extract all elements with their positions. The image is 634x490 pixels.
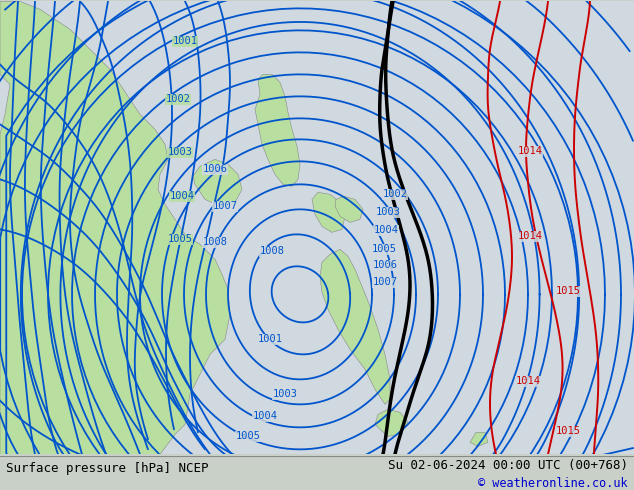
Text: 1005: 1005 <box>372 245 396 254</box>
Text: 1005: 1005 <box>235 431 261 441</box>
Polygon shape <box>320 249 390 404</box>
Text: © weatheronline.co.uk: © weatheronline.co.uk <box>478 477 628 490</box>
Polygon shape <box>255 74 300 186</box>
Text: 1014: 1014 <box>515 376 541 386</box>
Text: 1004: 1004 <box>252 411 278 421</box>
Polygon shape <box>193 159 242 206</box>
Text: 1003: 1003 <box>273 390 297 399</box>
Text: Surface pressure [hPa] NCEP: Surface pressure [hPa] NCEP <box>6 462 209 475</box>
Text: 1008: 1008 <box>202 237 228 247</box>
Text: 1006: 1006 <box>202 164 228 174</box>
Text: 1007: 1007 <box>212 201 238 211</box>
Text: 1007: 1007 <box>373 277 398 287</box>
Text: 1006: 1006 <box>373 260 398 270</box>
Text: Su 02-06-2024 00:00 UTC (00+768): Su 02-06-2024 00:00 UTC (00+768) <box>387 459 628 472</box>
Text: 1001: 1001 <box>172 36 198 47</box>
Text: 1004: 1004 <box>373 225 399 235</box>
Polygon shape <box>335 196 363 222</box>
Text: 1002: 1002 <box>382 189 408 199</box>
Text: 1014: 1014 <box>517 231 543 242</box>
Text: 1002: 1002 <box>165 95 190 104</box>
Text: 1015: 1015 <box>555 426 581 437</box>
Polygon shape <box>0 1 230 454</box>
Text: 1015: 1015 <box>555 286 581 296</box>
Text: 1008: 1008 <box>259 246 285 256</box>
Text: 1005: 1005 <box>167 234 193 245</box>
Polygon shape <box>375 409 408 437</box>
Text: 1004: 1004 <box>169 192 195 201</box>
Polygon shape <box>312 193 345 232</box>
Text: 1001: 1001 <box>257 334 283 344</box>
Polygon shape <box>470 432 488 446</box>
Text: 1003: 1003 <box>167 147 193 157</box>
Text: 1003: 1003 <box>375 207 401 218</box>
Text: 1014: 1014 <box>517 147 543 156</box>
